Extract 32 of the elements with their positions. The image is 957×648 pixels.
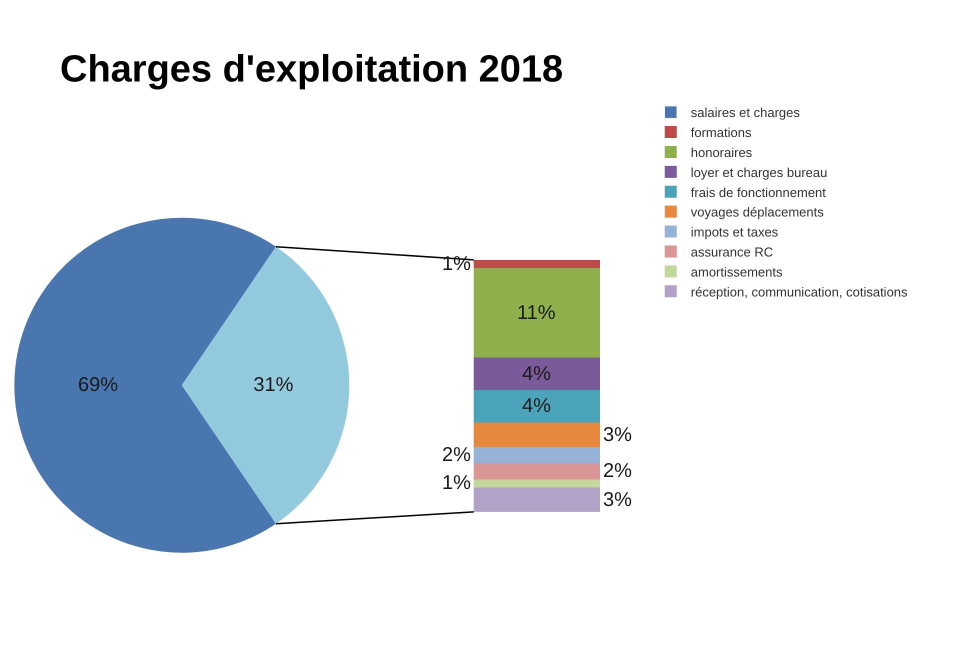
bar (474, 463, 600, 480)
bar (474, 260, 600, 268)
data-label: 2% (603, 460, 632, 482)
bar (474, 268, 600, 358)
data-label: 1% (442, 253, 472, 275)
data-label: 11% (517, 302, 556, 324)
data-label: 2% (442, 444, 472, 466)
data-label: 4% (522, 363, 552, 385)
bar (474, 446, 600, 464)
data-label: 31% (253, 374, 294, 396)
legend-label: amortissements (690, 264, 784, 280)
data-label: 69% (78, 374, 118, 396)
data-label: 3% (603, 424, 632, 446)
legend-label: assurance RC (690, 244, 774, 260)
bar (474, 488, 600, 512)
bar (474, 357, 600, 390)
data-label: 1% (442, 472, 472, 494)
pie-slice (182, 246, 349, 524)
legend-label: réception, communication, cotisations (690, 284, 908, 300)
legend-label: voyages déplacements (690, 204, 824, 220)
legend-label: loyer et charges bureau (690, 164, 828, 180)
bar (474, 479, 600, 488)
bar (474, 422, 600, 447)
data-label: 3% (603, 489, 632, 511)
legend-label: honoraires (690, 145, 753, 160)
chart-title: Charges d'exploitation 2018 (60, 48, 564, 90)
legend-label: formations (690, 125, 752, 140)
legend-label: salaires et charges (690, 105, 800, 120)
legend-label: impots et taxes (690, 224, 779, 240)
legend-label: frais de fonctionnement (690, 184, 826, 200)
bar (474, 390, 600, 422)
data-label: 4% (522, 395, 552, 417)
